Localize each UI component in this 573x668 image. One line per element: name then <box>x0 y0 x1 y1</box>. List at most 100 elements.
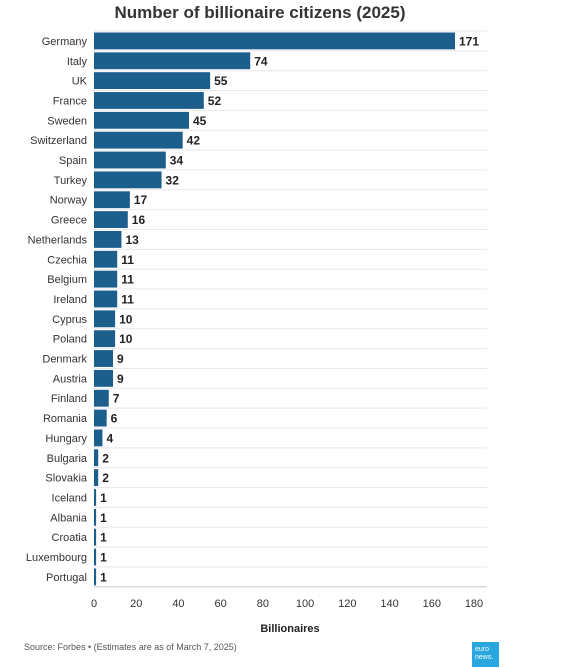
logo-text-top: euro <box>475 646 490 653</box>
category-label: Iceland <box>52 492 87 504</box>
data-label: 34 <box>170 154 184 168</box>
bar <box>94 231 122 248</box>
bar <box>94 92 204 109</box>
category-label: Poland <box>53 334 87 346</box>
data-label: 4 <box>106 431 113 445</box>
bar <box>94 52 251 70</box>
euronews-logo: euro news. <box>472 642 499 667</box>
data-label: 1 <box>100 491 107 505</box>
data-label: 171 <box>459 34 479 48</box>
category-label: Luxembourg <box>26 552 87 564</box>
category-label: Norway <box>50 195 88 207</box>
bar <box>94 32 455 50</box>
x-tick-label: 60 <box>215 598 227 610</box>
category-label: Italy <box>67 56 88 68</box>
data-label: 11 <box>121 292 134 306</box>
bar <box>94 111 189 129</box>
bar <box>94 568 97 586</box>
x-tick-label: 80 <box>257 598 269 610</box>
data-label: 1 <box>100 531 107 545</box>
category-label: Portugal <box>46 572 87 584</box>
category-label: Netherlands <box>28 234 88 246</box>
bar <box>94 449 99 467</box>
data-label: 6 <box>111 412 118 426</box>
x-tick-label: 0 <box>91 598 97 610</box>
data-label: 16 <box>132 213 146 227</box>
data-label: 1 <box>100 551 107 565</box>
logo-text-bottom: news. <box>475 654 494 661</box>
category-label: Austria <box>53 373 88 385</box>
bar <box>94 290 118 308</box>
data-label: 74 <box>254 54 268 68</box>
bar <box>94 369 113 387</box>
data-label: 42 <box>187 134 201 148</box>
category-label: Turkey <box>54 175 88 187</box>
bar <box>94 310 116 328</box>
category-label: Switzerland <box>30 135 87 147</box>
chart-title: Number of billionaire citizens (2025) <box>114 3 406 22</box>
bar <box>94 350 113 367</box>
source-note: Source: Forbes • (Estimates are as of Ma… <box>24 642 237 652</box>
data-label: 2 <box>102 471 109 485</box>
category-label: Spain <box>59 155 87 167</box>
x-tick-label: 120 <box>338 598 356 610</box>
data-label: 7 <box>113 392 120 406</box>
category-label: Sweden <box>47 115 87 127</box>
bar <box>94 72 211 90</box>
data-label: 55 <box>214 74 228 88</box>
data-label: 32 <box>166 173 180 187</box>
bar <box>94 270 118 288</box>
bar <box>94 489 97 506</box>
data-label: 9 <box>117 372 124 386</box>
bar <box>94 250 118 268</box>
category-label: Slovakia <box>45 473 87 485</box>
category-label: France <box>53 95 87 107</box>
bar <box>94 429 103 447</box>
bar <box>94 330 116 348</box>
data-label: 17 <box>134 193 148 207</box>
data-label: 2 <box>102 451 109 465</box>
category-label: UK <box>72 76 88 88</box>
category-label: Belgium <box>47 274 87 286</box>
bar <box>94 131 183 149</box>
x-tick-label: 20 <box>130 598 142 610</box>
category-label: Croatia <box>52 532 88 544</box>
category-label: Czechia <box>47 254 88 266</box>
data-label: 13 <box>125 233 139 247</box>
bar <box>94 508 97 526</box>
data-label: 10 <box>119 312 133 326</box>
category-label: Romania <box>43 413 88 425</box>
data-label: 1 <box>100 570 107 584</box>
data-label: 45 <box>193 114 207 128</box>
category-label: Hungary <box>45 433 87 445</box>
bar <box>94 548 97 566</box>
data-label: 1 <box>100 511 107 525</box>
category-label: Finland <box>51 393 87 405</box>
bar <box>94 211 128 228</box>
bar <box>94 171 162 189</box>
x-tick-label: 160 <box>423 598 441 610</box>
bar <box>94 151 166 169</box>
bar <box>94 191 130 209</box>
x-axis-label: Billionaires <box>260 623 319 635</box>
x-tick-label: 100 <box>296 598 314 610</box>
data-label: 52 <box>208 94 222 108</box>
x-tick-label: 140 <box>380 598 398 610</box>
category-label: Bulgaria <box>47 453 88 465</box>
data-label: 11 <box>121 273 134 287</box>
category-label: Albania <box>50 512 88 524</box>
bar <box>94 469 99 487</box>
bar <box>94 389 109 407</box>
category-label: Denmark <box>42 354 87 366</box>
bar <box>94 409 107 427</box>
category-label: Germany <box>42 36 88 48</box>
category-label: Greece <box>51 215 87 227</box>
x-tick-label: 180 <box>465 598 483 610</box>
data-label: 9 <box>117 352 124 366</box>
category-label: Cyprus <box>52 314 87 326</box>
bar <box>94 528 97 546</box>
x-tick-label: 40 <box>172 598 184 610</box>
category-label: Ireland <box>53 294 87 306</box>
